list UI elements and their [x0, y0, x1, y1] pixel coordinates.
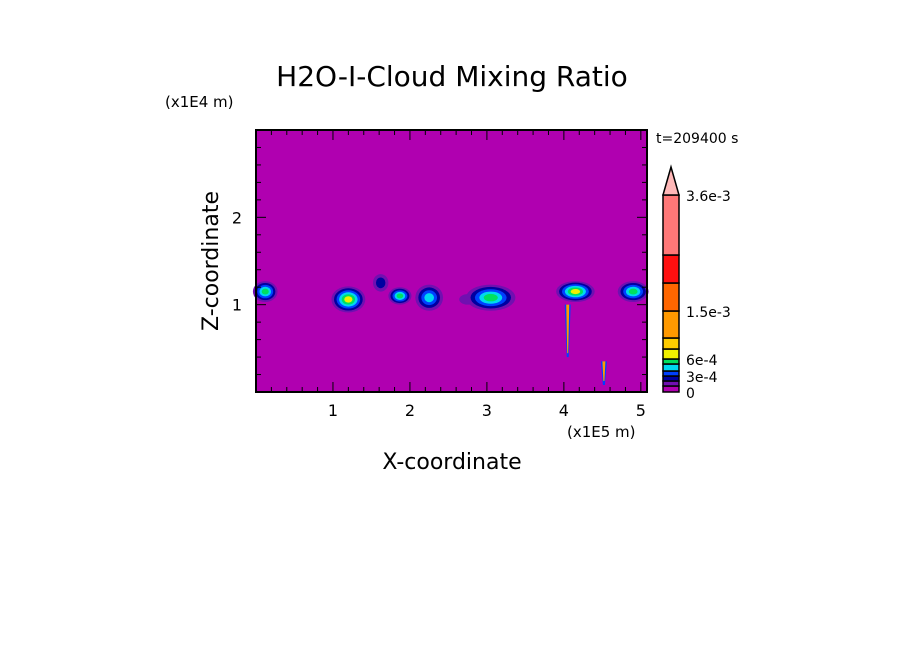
colorbar-overflow-arrow — [662, 164, 680, 196]
x-axis-label: X-coordinate — [382, 450, 521, 475]
cloud-contour — [344, 296, 353, 303]
colorbar-swatch — [662, 194, 680, 256]
colorbar-label: 3.6e-3 — [686, 189, 731, 205]
cloud-contour — [261, 288, 269, 295]
y-tick-label: 1 — [232, 296, 242, 315]
cloud-contour — [483, 293, 498, 302]
colorbar-label: 1.5e-3 — [686, 305, 731, 321]
colorbar-swatch — [662, 385, 680, 393]
cloud-streak-core — [602, 361, 606, 382]
colorbar: 03e-46e-4 1.5e-3 3.6e-3 — [662, 164, 731, 402]
plot-frame — [255, 129, 648, 393]
cloud-contour — [375, 277, 386, 289]
y-axis: 12 — [232, 129, 647, 393]
colorbar-swatch — [662, 254, 680, 284]
time-label: t=209400 s — [656, 131, 738, 147]
cloud-streak-core — [566, 304, 570, 354]
x-tick-label: 3 — [482, 401, 492, 420]
colorbar-swatch — [662, 282, 680, 312]
plot-area — [252, 129, 649, 393]
colorbar-swatch — [662, 363, 680, 372]
x-axis: 1 2 3 4 5 — [255, 130, 646, 420]
cloud-contour — [396, 293, 404, 299]
x-tick-label: 1 — [328, 401, 338, 420]
cloud-contour — [628, 288, 638, 295]
x-unit-label: (x1E5 m) — [567, 423, 636, 441]
x-tick-label: 4 — [559, 401, 569, 420]
y-unit-label: (x1E4 m) — [165, 93, 234, 111]
plot-background — [256, 130, 647, 392]
colorbar-label: 3e-4 — [686, 370, 718, 386]
colorbar-label: 6e-4 — [686, 353, 718, 369]
chart-title: H2O-I-Cloud Mixing Ratio — [276, 60, 628, 93]
colorbar-swatch — [662, 310, 680, 339]
cloud-contour — [424, 293, 434, 303]
colorbar-swatch — [662, 348, 680, 360]
colorbar-swatch — [662, 337, 680, 350]
x-tick-label: 5 — [636, 401, 646, 420]
y-tick-label: 2 — [232, 208, 242, 227]
colorbar-label: 0 — [686, 386, 695, 402]
cloud-contour — [570, 289, 581, 295]
y-axis-label: Z-coordinate — [199, 191, 224, 331]
x-tick-label: 2 — [405, 401, 415, 420]
